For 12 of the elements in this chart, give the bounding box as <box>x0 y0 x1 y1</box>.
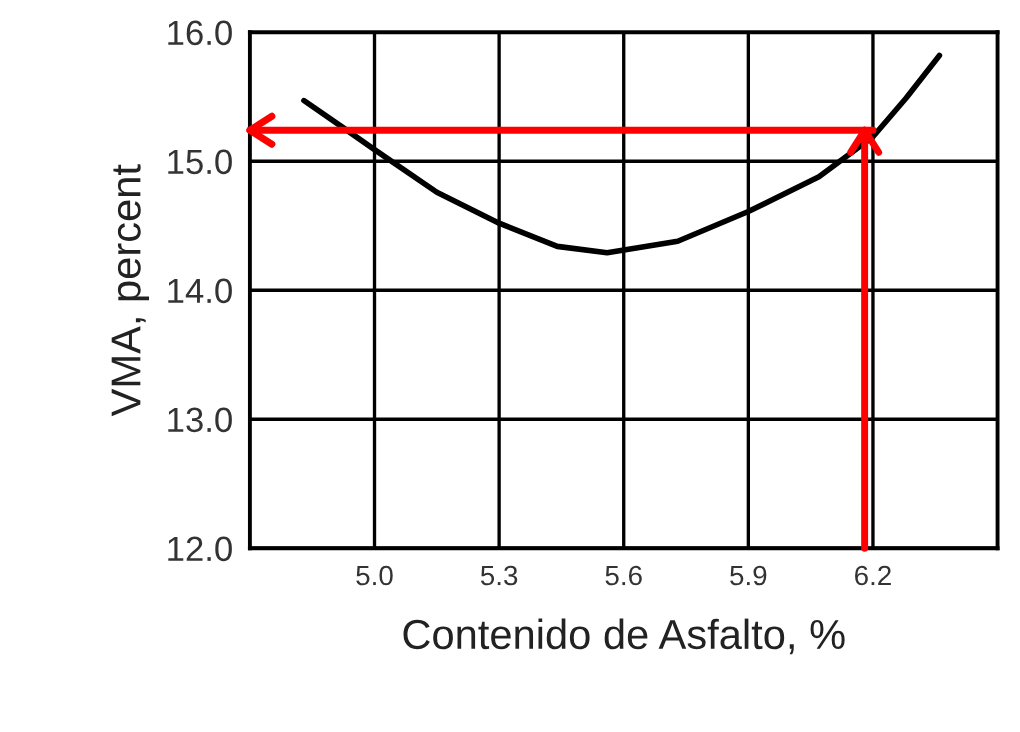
y-tick-label: 14.0 <box>168 278 232 304</box>
x-tick-label: 5.6 <box>605 565 642 586</box>
x-tick-label: 6.2 <box>855 565 891 586</box>
x-tick-label: 5.9 <box>730 565 767 586</box>
x-tick-label: 5.0 <box>356 565 393 586</box>
y-tick-label: 13.0 <box>168 407 232 433</box>
y-axis-title: VMA, percent <box>111 164 149 417</box>
y-tick-label: 16.0 <box>168 20 232 46</box>
x-axis-title: Contenido de Asfalto, % <box>403 618 845 655</box>
y-tick-label: 15.0 <box>168 149 232 175</box>
y-tick-label: 12.0 <box>168 536 232 562</box>
x-tick-label: 5.3 <box>480 565 518 586</box>
